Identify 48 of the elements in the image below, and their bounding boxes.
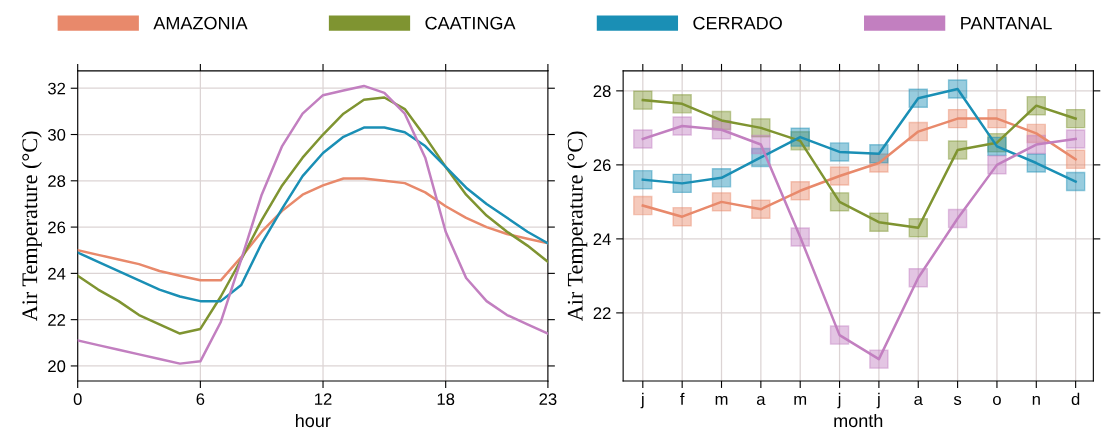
- x-tick-label: d: [1071, 392, 1080, 406]
- x-tick-label: f: [680, 392, 685, 405]
- y-tick-label: 30: [47, 128, 66, 141]
- x-tick-label: j: [640, 392, 644, 409]
- y-tick-label: 20: [48, 360, 66, 373]
- x-tick-label: s: [953, 395, 962, 406]
- x-tick-label: 0: [73, 393, 82, 406]
- point: [633, 195, 653, 216]
- point: [672, 116, 692, 136]
- line-series: [77, 126, 548, 303]
- x-tick-label: m: [715, 395, 728, 405]
- y-tick-label: 22: [593, 307, 611, 319]
- point: [633, 129, 653, 149]
- point: [790, 227, 810, 247]
- y-tick-label: 22: [48, 314, 66, 326]
- y-tick-label: 24: [593, 233, 611, 245]
- x-tick-label: j: [837, 392, 841, 409]
- y-axis-title: Air Temperature (°C): [21, 131, 42, 322]
- x-axis-title: hour: [295, 413, 331, 428]
- line-series: [77, 177, 548, 282]
- y-tick-label: 26: [593, 159, 611, 172]
- y-tick-label: 28: [593, 85, 611, 98]
- legend-label: CERRADO: [693, 16, 782, 30]
- point: [987, 155, 1007, 175]
- x-tick-label: a: [756, 395, 766, 406]
- legend-label: AMAZONIA: [153, 16, 248, 30]
- x-tick-label: 12: [315, 393, 332, 405]
- point: [672, 94, 692, 114]
- point: [633, 90, 653, 110]
- x-tick-label: m: [794, 395, 807, 405]
- point: [1065, 129, 1086, 149]
- x-tick-label: 18: [437, 393, 455, 406]
- y-tick-label: 32: [47, 82, 66, 95]
- x-axis-title: month: [834, 413, 883, 428]
- point: [869, 349, 889, 369]
- y-tick-label: 28: [48, 175, 66, 188]
- y-tick-label: 24: [48, 267, 66, 280]
- y-axis-title: Air Temperature (°C): [567, 131, 588, 322]
- x-tick-label: 23: [539, 393, 557, 406]
- legend-label: PANTANAL: [961, 16, 1052, 30]
- point: [633, 169, 653, 190]
- y-tick-label: 26: [48, 221, 66, 234]
- x-tick-label: j: [876, 392, 880, 409]
- x-tick-label: n: [1032, 395, 1040, 405]
- x-tick-label: o: [993, 395, 1001, 406]
- x-tick-label: a: [914, 395, 923, 406]
- legend-label: CAATINGA: [425, 16, 516, 30]
- x-tick-label: 6: [196, 393, 205, 406]
